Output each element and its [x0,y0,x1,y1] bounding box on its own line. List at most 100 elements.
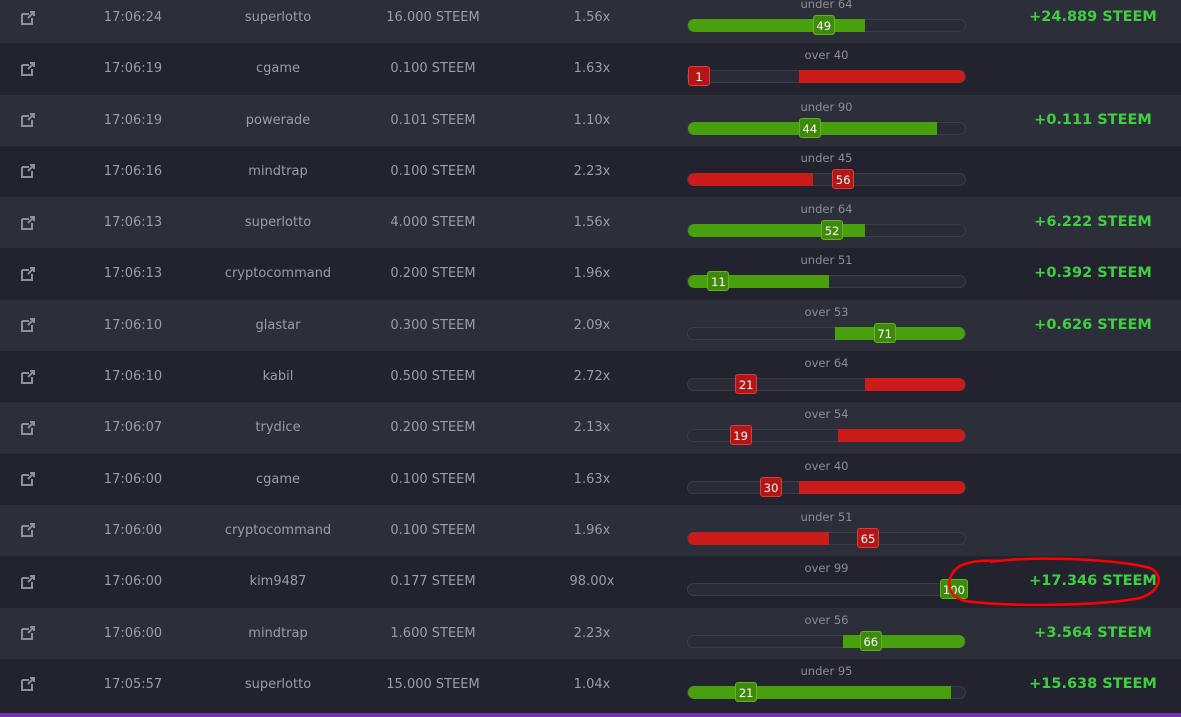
bet-time: 17:06:13 [103,215,163,231]
table-row: 17:06:00 cgame 0.100 STEEM 1.63x over 40 30 [0,453,1181,505]
roll-result-badge: 65 [857,527,880,548]
roll-result-badge: 66 [859,630,882,651]
bet-user[interactable]: superlotto [244,676,312,692]
table-row: 17:06:13 superlotto 4.000 STEEM 1.56x under … [0,197,1181,249]
bet-amount: 0.500 STEEM [390,369,476,385]
bet-time: 17:06:10 [103,317,163,333]
bet-user[interactable]: trydice [255,420,301,436]
roll-bar-fill [837,429,965,443]
bet-multiplier: 2.09x [573,317,611,333]
external-link-icon[interactable] [18,608,38,659]
bet-user[interactable]: superlotto [244,10,312,25]
roll-bar: 71 [687,322,966,343]
bet-user[interactable]: cgame [255,61,301,77]
external-link-icon[interactable] [18,556,38,607]
bet-payout: +0.626 STEEM [1034,316,1152,333]
bet-amount: 4.000 STEEM [390,215,476,231]
external-link-icon[interactable] [18,95,38,146]
bet-amount: 0.200 STEEM [390,420,476,436]
bet-user[interactable]: glastar [255,317,301,333]
roll-bar: 1 [687,66,966,87]
bet-amount: 0.177 STEEM [390,574,476,590]
roll-bar-fill [798,480,965,494]
bet-multiplier: 2.23x [573,625,611,641]
external-link-icon[interactable] [18,146,38,197]
external-link-icon[interactable] [18,659,38,710]
roll-bar-fill [688,224,866,238]
table-row: 17:06:00 cryptocommand 0.100 STEEM 1.96x und… [0,504,1181,557]
bet-user[interactable]: powerade [245,112,311,128]
bet-target: under 95 [800,663,853,678]
bet-amount: 0.100 STEEM [390,61,476,77]
bet-amount: 15.000 STEEM [386,676,480,692]
roll-bar: 21 [687,374,966,395]
bet-multiplier: 2.13x [573,420,611,436]
bet-amount: 1.600 STEEM [390,625,476,641]
bet-payout [1010,146,1176,197]
roll-result-badge: 44 [798,117,821,138]
roll-bar: 19 [687,425,966,446]
roll-bar: 52 [687,220,966,241]
bet-user[interactable]: cryptocommand [224,266,332,282]
bet-user[interactable]: mindtrap [248,163,308,179]
roll-bar: 11 [687,271,966,292]
bet-target: under 90 [800,99,853,114]
bet-payout: +17.346 STEEM [1029,573,1157,590]
external-link-icon[interactable] [18,43,38,94]
bet-multiplier: 1.10x [573,112,611,128]
bet-amount: 0.101 STEEM [390,112,476,128]
roll-bar-fill [834,326,965,340]
roll-result-badge: 19 [729,425,752,446]
external-link-icon[interactable] [18,402,38,453]
roll-bar-fill [688,172,813,186]
bet-time: 17:06:19 [103,112,163,128]
roll-result-badge: 100 [939,579,968,600]
roll-result-badge: 30 [760,476,783,497]
bet-time: 17:06:19 [103,61,163,77]
bet-multiplier: 1.56x [573,10,611,25]
bet-multiplier: 2.23x [573,163,611,179]
bet-multiplier: 1.56x [573,215,611,231]
bet-amount: 0.300 STEEM [390,317,476,333]
bet-time: 17:06:24 [103,10,163,25]
bet-user[interactable]: kim9487 [249,574,307,590]
roll-result-badge: 56 [832,168,855,189]
bet-target: under 64 [800,0,853,11]
bet-user[interactable]: kabil [262,369,294,385]
external-link-icon[interactable] [18,454,38,505]
bet-user[interactable]: cryptocommand [224,522,332,538]
bet-target: under 64 [800,202,853,217]
roll-bar-fill [688,685,952,699]
bet-time: 17:06:07 [103,420,163,436]
external-link-icon[interactable] [18,505,38,556]
roll-bar: 21 [687,681,966,702]
external-link-icon[interactable] [18,351,38,402]
bet-user[interactable]: cgame [255,471,301,487]
bet-amount: 0.100 STEEM [390,522,476,538]
bet-amount: 16.000 STEEM [386,10,480,25]
bet-amount: 0.100 STEEM [390,471,476,487]
roll-bar-fill [798,70,965,84]
roll-result-badge: 21 [735,374,758,395]
bet-payout: +0.111 STEEM [1034,111,1152,128]
bet-multiplier: 1.04x [573,676,611,692]
external-link-icon[interactable] [18,0,38,43]
roll-bar-fill [688,531,830,545]
bet-user[interactable]: mindtrap [248,625,308,641]
roll-result-badge: 21 [735,681,758,702]
bet-target: over 40 [804,458,849,473]
bet-target: over 64 [804,356,849,371]
roll-bar-fill [865,378,965,392]
bet-time: 17:05:57 [103,676,163,692]
bet-time: 17:06:00 [103,471,163,487]
bet-payout: +15.638 STEEM [1029,675,1157,692]
bet-time: 17:06:00 [103,574,163,590]
external-link-icon[interactable] [18,248,38,299]
table-row: 17:05:57 superlotto 15.000 STEEM 1.04x under… [0,658,1181,711]
external-link-icon[interactable] [18,197,38,248]
bet-user[interactable]: superlotto [244,215,312,231]
external-link-icon[interactable] [18,300,38,351]
bet-multiplier: 98.00x [569,574,615,590]
footer-strip [0,713,1181,717]
